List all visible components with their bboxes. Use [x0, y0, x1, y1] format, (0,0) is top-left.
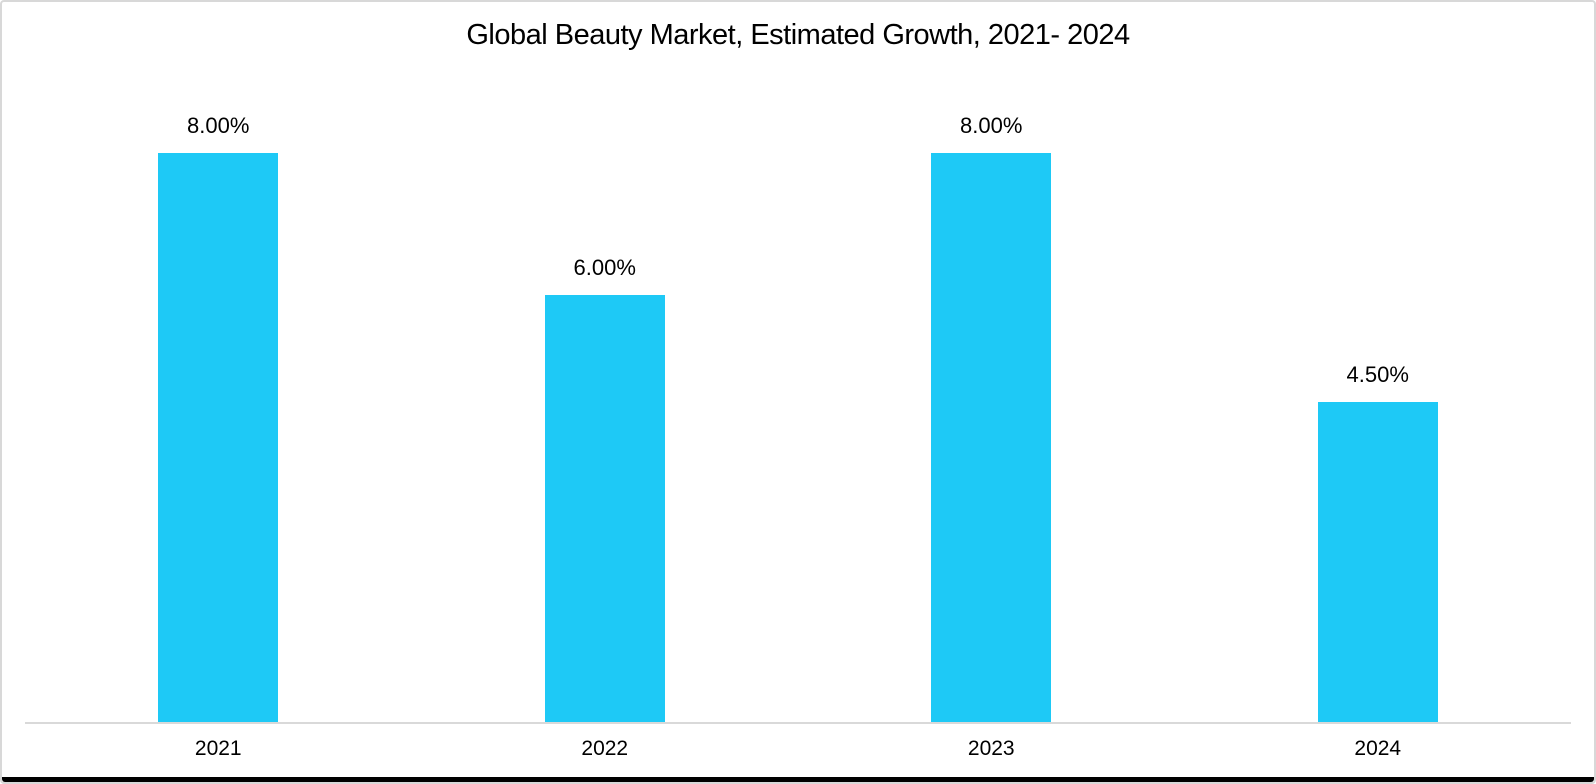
bar-2024 — [1317, 402, 1438, 722]
x-axis-line — [25, 722, 1571, 724]
x-axis-tick-label: 2022 — [581, 737, 629, 760]
x-axis-tick-label: 2021 — [194, 737, 242, 760]
x-axis-tick-label: 2023 — [967, 737, 1015, 760]
bar-value-label: 4.50% — [1346, 362, 1409, 387]
bar-2021 — [158, 153, 279, 722]
x-axis-tick-label: 2024 — [1354, 737, 1402, 760]
bottom-border-strip — [2, 777, 1594, 782]
bar-value-label: 8.00% — [960, 113, 1023, 138]
bar-value-label: 8.00% — [187, 113, 250, 138]
bar-value-label: 6.00% — [573, 255, 636, 280]
chart-title: Global Beauty Market, Estimated Growth, … — [466, 19, 1130, 51]
bar-2023 — [931, 153, 1052, 722]
bar-2022 — [544, 295, 665, 722]
